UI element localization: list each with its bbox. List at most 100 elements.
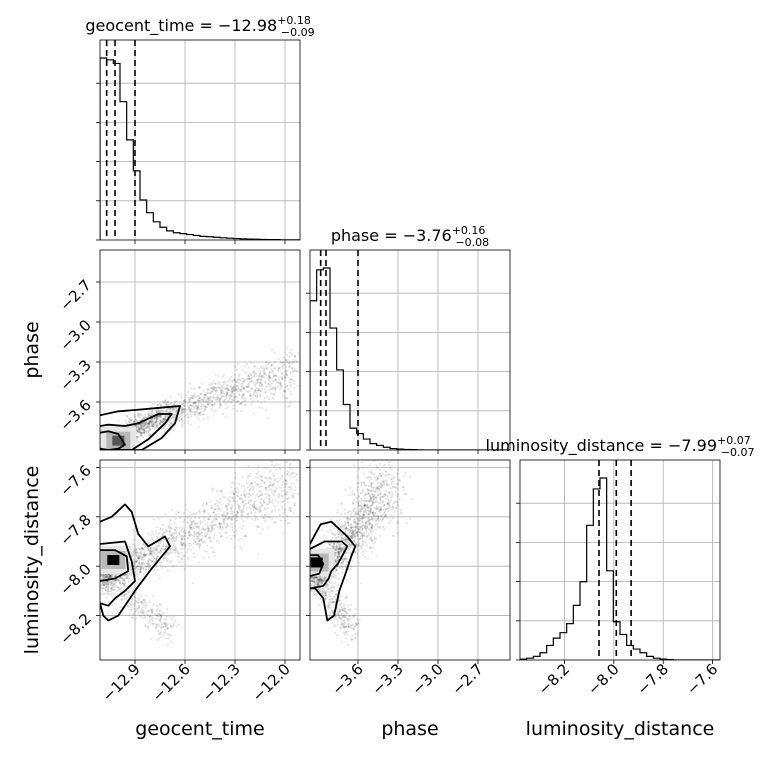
sample-point <box>366 513 370 516</box>
sample-point <box>236 495 239 498</box>
sample-point <box>137 609 140 612</box>
sample-point <box>256 476 259 479</box>
sample-point <box>257 495 260 498</box>
sample-point <box>109 583 112 586</box>
sample-point <box>291 492 295 495</box>
sample-point <box>215 390 218 393</box>
sample-point <box>288 506 291 509</box>
sample-point <box>113 580 116 583</box>
sample-point <box>154 424 157 427</box>
sample-point <box>171 537 175 540</box>
sample-point <box>146 422 150 425</box>
sample-point <box>133 424 136 428</box>
sample-point <box>335 519 338 522</box>
sample-point <box>155 613 158 617</box>
sample-point <box>211 404 214 407</box>
sample-point <box>371 493 374 496</box>
sample-point <box>392 485 395 489</box>
sample-point <box>143 553 146 556</box>
sample-point <box>194 401 197 404</box>
sample-point <box>268 476 271 479</box>
sample-point <box>240 494 243 497</box>
sample-point <box>125 592 128 595</box>
sample-point <box>162 533 165 536</box>
sample-point <box>148 425 151 428</box>
sample-point <box>178 419 181 422</box>
sample-point <box>241 384 244 388</box>
sample-point <box>338 553 341 556</box>
sample-point <box>220 522 223 526</box>
sample-point <box>191 396 194 399</box>
sample-point <box>254 389 257 392</box>
sample-point <box>237 387 240 390</box>
sample-point <box>232 396 235 400</box>
sample-point <box>169 407 172 410</box>
sample-point <box>111 451 113 453</box>
sample-point <box>278 381 281 385</box>
sample-point <box>289 381 292 384</box>
sample-point <box>188 382 192 385</box>
sample-point <box>224 415 227 418</box>
sample-point <box>284 386 287 389</box>
sample-point <box>175 513 178 516</box>
sample-point <box>291 455 293 457</box>
sample-point <box>142 553 145 556</box>
sample-point <box>211 551 214 554</box>
sample-point <box>283 396 286 399</box>
sample-point <box>105 596 108 599</box>
sample-point <box>198 411 201 414</box>
sample-point <box>187 407 191 410</box>
sample-point <box>237 375 240 378</box>
sample-point <box>102 584 105 587</box>
sample-point <box>271 379 274 382</box>
sample-point <box>376 477 379 480</box>
sample-point <box>358 499 361 503</box>
sample-point <box>169 407 172 410</box>
sample-point <box>141 558 144 561</box>
sample-point <box>124 577 128 580</box>
sample-point <box>155 420 158 423</box>
sample-point <box>166 408 169 412</box>
sample-point <box>179 414 182 417</box>
sample-point <box>357 518 361 521</box>
sample-point <box>275 468 278 471</box>
sample-point <box>145 603 148 607</box>
sample-point <box>183 401 186 405</box>
sample-point <box>151 608 154 611</box>
sample-point <box>223 399 226 403</box>
sample-point <box>165 623 168 626</box>
sample-point <box>162 558 165 561</box>
sample-point <box>140 607 143 610</box>
sample-point <box>254 506 257 509</box>
sample-point <box>170 396 173 399</box>
sample-point <box>359 491 362 494</box>
sample-point <box>395 506 398 509</box>
sample-point <box>291 472 294 475</box>
sample-point <box>134 547 137 550</box>
sample-point <box>338 555 341 558</box>
sample-point <box>158 551 161 555</box>
sample-point <box>134 552 137 555</box>
sample-point <box>236 511 239 514</box>
sample-point <box>140 431 143 434</box>
sample-point <box>170 625 173 628</box>
sample-point <box>180 536 183 539</box>
sample-point <box>269 488 273 491</box>
sample-point <box>146 424 150 427</box>
sample-point <box>392 475 395 478</box>
sample-point <box>274 388 277 391</box>
sample-point <box>148 552 151 556</box>
sample-point <box>350 515 353 518</box>
sample-point <box>229 518 232 521</box>
sample-point <box>155 417 158 420</box>
sample-point <box>142 417 146 420</box>
sample-point <box>223 381 226 384</box>
sample-point <box>310 580 312 583</box>
sample-point <box>177 552 180 556</box>
sample-point <box>251 493 254 496</box>
sample-point <box>139 424 143 428</box>
sample-point <box>162 410 165 413</box>
sample-point <box>284 508 287 511</box>
sample-point <box>258 381 261 384</box>
sample-point <box>103 583 106 586</box>
